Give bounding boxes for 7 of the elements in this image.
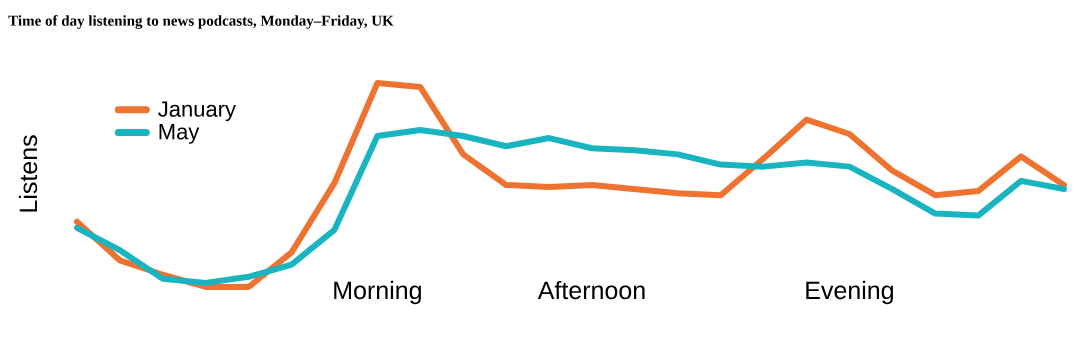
x-tick-label: Morning bbox=[334, 280, 421, 305]
legend-label: May bbox=[159, 124, 200, 144]
x-tick-label: Evening bbox=[806, 280, 893, 305]
chart-title: Time of day listening to news podcasts, Monday–Friday, UK bbox=[8, 15, 394, 29]
legend-label: January bbox=[158, 101, 236, 122]
x-tick-label: Afternoon bbox=[537, 280, 645, 300]
y-axis-title: Listens bbox=[18, 135, 38, 212]
